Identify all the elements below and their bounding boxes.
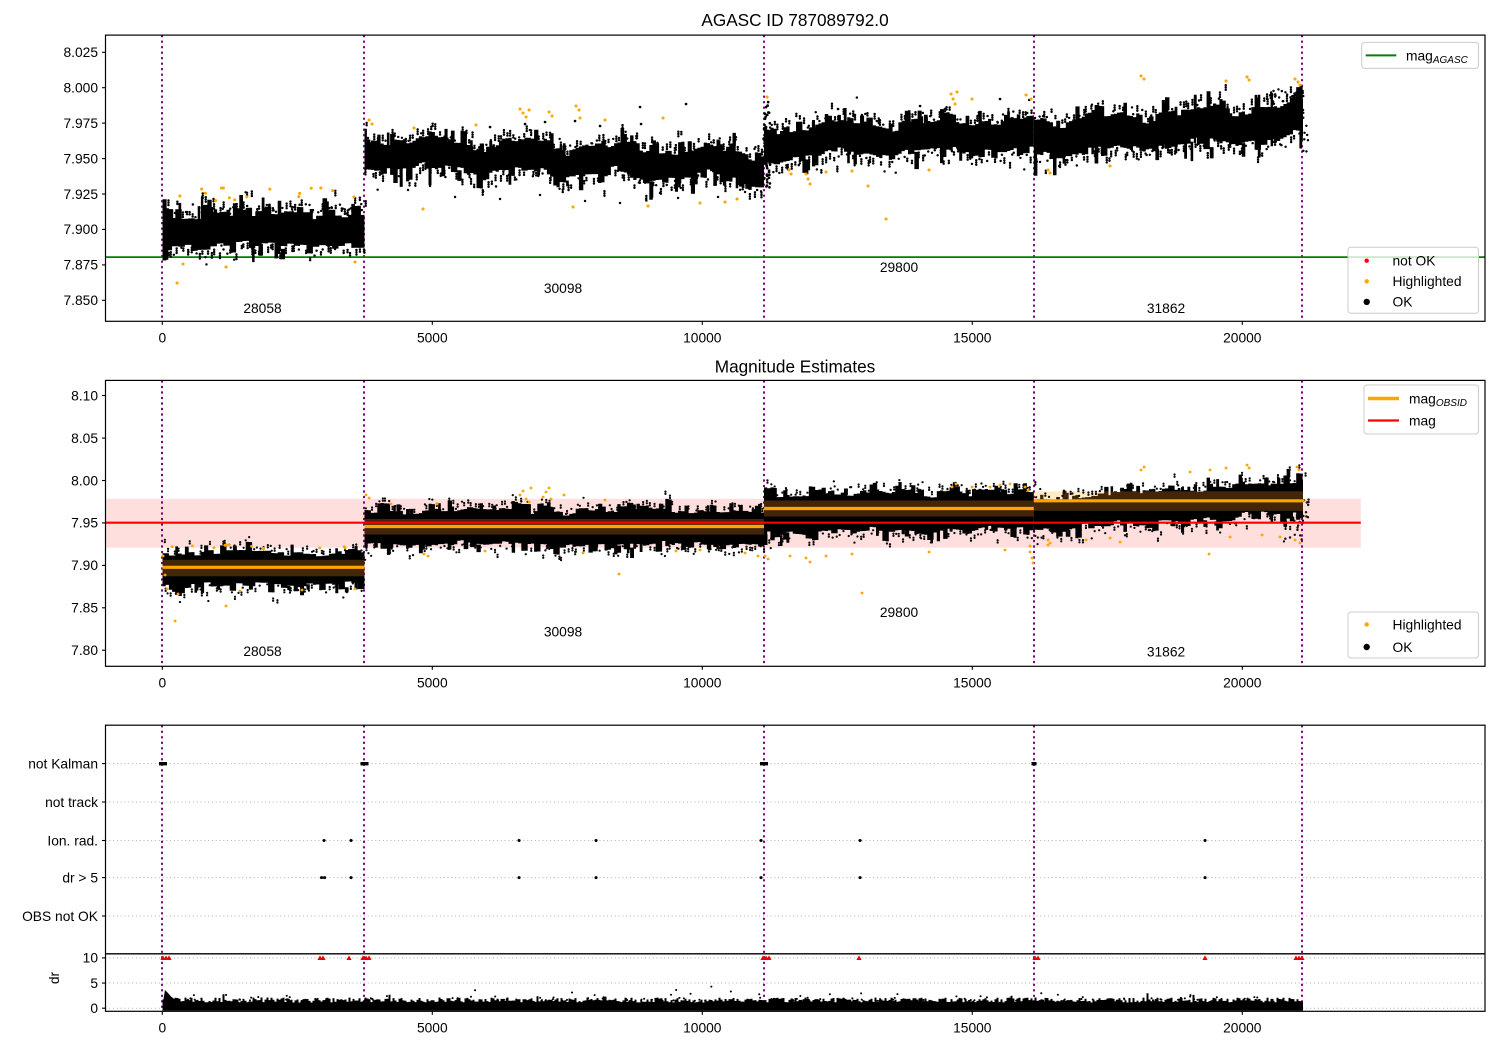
svg-text:dr: dr	[47, 971, 62, 984]
svg-text:15000: 15000	[953, 675, 992, 690]
svg-text:0: 0	[158, 330, 166, 345]
svg-text:8.05: 8.05	[71, 431, 98, 446]
svg-text:10000: 10000	[683, 330, 722, 345]
svg-text:28058: 28058	[243, 301, 282, 316]
svg-text:5000: 5000	[417, 675, 448, 690]
svg-text:7.950: 7.950	[63, 151, 98, 166]
svg-text:Ion. rad.: Ion. rad.	[47, 833, 98, 848]
svg-text:10000: 10000	[683, 1020, 722, 1035]
svg-text:OBS not OK: OBS not OK	[22, 909, 99, 924]
svg-text:5: 5	[90, 976, 98, 991]
svg-text:0: 0	[158, 675, 166, 690]
svg-text:7.900: 7.900	[63, 222, 98, 237]
svg-text:not Kalman: not Kalman	[28, 756, 98, 771]
svg-text:8.00: 8.00	[71, 473, 98, 488]
svg-text:0: 0	[158, 1020, 166, 1035]
svg-text:Magnitude Estimates: Magnitude Estimates	[715, 357, 876, 377]
svg-text:7.95: 7.95	[71, 516, 98, 531]
svg-text:29800: 29800	[880, 605, 919, 620]
svg-text:5000: 5000	[417, 1020, 448, 1035]
svg-text:5000: 5000	[417, 330, 448, 345]
svg-text:7.925: 7.925	[63, 187, 98, 202]
svg-text:7.975: 7.975	[63, 116, 98, 131]
svg-text:AGASC ID 787089792.0: AGASC ID 787089792.0	[701, 10, 888, 30]
svg-text:15000: 15000	[953, 330, 992, 345]
svg-text:10: 10	[83, 951, 99, 966]
svg-text:28058: 28058	[243, 644, 282, 659]
svg-text:8.025: 8.025	[63, 45, 98, 60]
svg-text:OK: OK	[1393, 295, 1414, 310]
svg-text:10000: 10000	[683, 675, 722, 690]
svg-text:7.850: 7.850	[63, 293, 98, 308]
svg-text:8.10: 8.10	[71, 388, 98, 403]
svg-text:31862: 31862	[1147, 301, 1185, 316]
svg-text:0: 0	[90, 1001, 98, 1016]
svg-text:dr > 5: dr > 5	[62, 870, 98, 885]
svg-text:7.875: 7.875	[63, 258, 98, 273]
svg-text:20000: 20000	[1223, 1020, 1262, 1035]
svg-text:not OK: not OK	[1393, 254, 1437, 269]
svg-text:20000: 20000	[1223, 675, 1262, 690]
svg-text:7.90: 7.90	[71, 558, 98, 573]
svg-text:7.80: 7.80	[71, 643, 98, 658]
svg-text:Highlighted: Highlighted	[1393, 617, 1462, 632]
svg-text:7.85: 7.85	[71, 601, 98, 616]
svg-text:mag: mag	[1409, 413, 1436, 428]
svg-text:8.000: 8.000	[63, 81, 98, 96]
svg-text:not track: not track	[45, 795, 98, 810]
svg-text:29800: 29800	[880, 260, 919, 275]
svg-text:OK: OK	[1393, 640, 1414, 655]
svg-text:30098: 30098	[544, 281, 583, 296]
svg-text:31862: 31862	[1147, 645, 1185, 660]
svg-text:15000: 15000	[953, 1020, 992, 1035]
svg-text:30098: 30098	[544, 625, 583, 640]
svg-text:Highlighted: Highlighted	[1393, 274, 1462, 289]
svg-text:20000: 20000	[1223, 330, 1262, 345]
